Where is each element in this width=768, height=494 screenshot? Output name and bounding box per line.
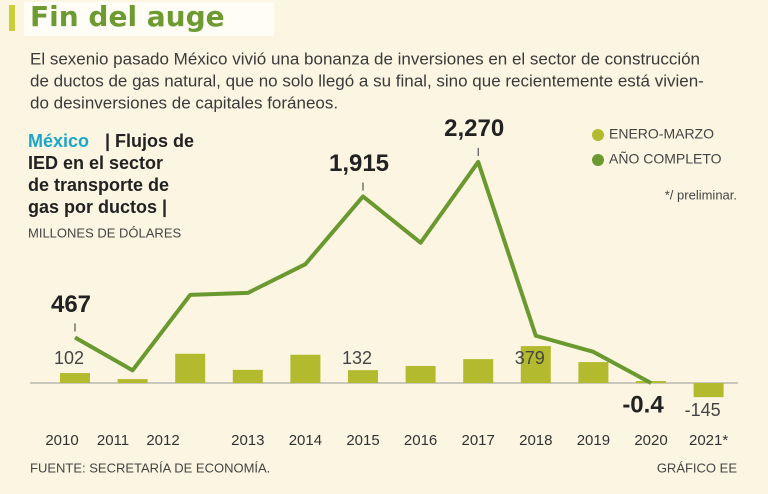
bar — [578, 362, 609, 383]
bar-label: 379 — [515, 348, 545, 368]
heading: gas por ductos | — [28, 197, 167, 217]
bar — [348, 370, 378, 383]
heading: | Flujos de — [105, 131, 194, 151]
x-tick-label: 2018 — [519, 432, 552, 449]
heading-highlight: México — [28, 131, 89, 151]
bar-label: -145 — [685, 400, 721, 420]
chart-title: Fin del auge — [30, 0, 225, 33]
x-tick-label: 2012 — [146, 432, 179, 449]
line-label: 1,915 — [329, 150, 389, 177]
bar — [520, 346, 551, 383]
bar — [405, 365, 436, 383]
bar-label: 132 — [342, 348, 372, 368]
bar — [290, 354, 321, 383]
x-tick-label: 2019 — [577, 432, 610, 449]
legend-swatch — [592, 154, 604, 166]
bar — [175, 353, 206, 383]
x-tick-label: 2010 — [45, 432, 78, 449]
bar — [232, 369, 263, 383]
bar — [60, 373, 90, 383]
x-tick-label: 2015 — [346, 432, 379, 449]
note: */ preliminar. — [665, 187, 737, 202]
description: El sexenio pasado México vivió una bonan… — [30, 49, 700, 68]
x-tick-label: 2021* — [689, 432, 728, 449]
title-box — [24, 2, 274, 36]
title-accent — [9, 5, 15, 31]
legend-swatch — [592, 129, 604, 141]
x-tick-label: 2020 — [634, 432, 667, 449]
line-label: 467 — [51, 291, 91, 318]
description: de ductos de gas natural, que no solo ll… — [30, 71, 704, 90]
line-label: 2,270 — [444, 115, 504, 142]
x-tick-label: 2017 — [462, 432, 495, 449]
heading: de transporte de — [28, 175, 169, 195]
x-tick-label: 2011 — [97, 432, 129, 449]
bar — [693, 383, 724, 398]
bar — [117, 379, 148, 383]
legend-label: AÑO COMPLETO — [609, 151, 722, 167]
heading: IED en el sector — [28, 153, 163, 173]
units: MILLONES DE DÓLARES — [28, 225, 181, 240]
credit: GRÁFICO EE — [657, 460, 738, 475]
x-tick-label: 2014 — [289, 432, 322, 449]
x-tick-label: 2016 — [404, 432, 437, 449]
line — [74, 159, 652, 385]
bar-label: 102 — [54, 348, 84, 368]
x-tick-label: 2013 — [231, 432, 264, 449]
description: do desinversiones de capitales foráneos. — [30, 93, 338, 112]
source: FUENTE: SECRETARÍA DE ECONOMÍA. — [30, 460, 270, 475]
line-label: -0.4 — [622, 391, 664, 418]
bar — [463, 359, 494, 383]
legend-label: ENERO-MARZO — [609, 126, 714, 142]
